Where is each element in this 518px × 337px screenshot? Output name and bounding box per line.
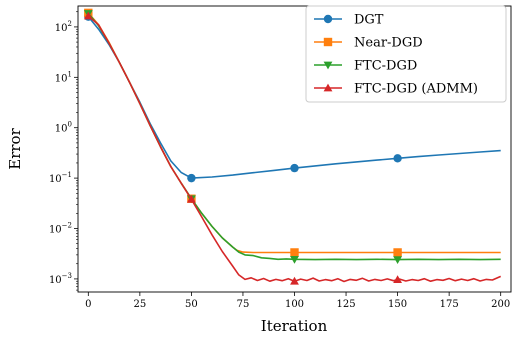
series-marker xyxy=(290,276,299,285)
x-tick-label: 150 xyxy=(388,299,407,310)
series-marker xyxy=(290,248,299,257)
x-axis-label: Iteration xyxy=(261,317,328,335)
y-tick-label: 100 xyxy=(55,121,72,135)
legend-entry: FTC-DGD (ADMM) xyxy=(314,82,478,97)
series-marker xyxy=(393,275,403,284)
legend-label: DGT xyxy=(354,13,384,28)
y-tick-label: 10−1 xyxy=(49,171,72,185)
series-marker xyxy=(323,61,333,70)
x-tick-label: 125 xyxy=(337,299,356,310)
legend-label: FTC-DGD xyxy=(354,59,417,74)
y-tick-label: 10−2 xyxy=(49,222,72,236)
series-marker xyxy=(393,248,402,257)
series-marker xyxy=(393,154,402,163)
legend-entry: Near-DGD xyxy=(314,36,423,51)
series-marker xyxy=(323,14,333,24)
legend-entry: FTC-DGD xyxy=(314,59,417,74)
x-tick-label: 0 xyxy=(85,299,91,310)
x-tick-label: 175 xyxy=(440,299,459,310)
series-marker xyxy=(323,37,333,47)
series-marker xyxy=(83,11,93,20)
legend-entry: DGT xyxy=(314,13,384,28)
series-marker xyxy=(323,83,333,92)
y-axis-label: Error xyxy=(6,127,24,169)
x-tick-label: 50 xyxy=(185,299,198,310)
legend: DGT Near-DGD FTC-DGD FTC-DGD (ADMM) xyxy=(305,5,507,103)
x-axis: 0 25 50 75 100 125 150 175 200 xyxy=(85,292,510,310)
series-marker xyxy=(393,256,403,264)
series-line xyxy=(87,15,502,283)
legend-label: FTC-DGD (ADMM) xyxy=(354,82,478,97)
series-layer xyxy=(83,8,502,285)
series-marker xyxy=(186,194,196,203)
y-axis: 10−3 10−2 10−1 100 101 102 xyxy=(49,11,78,291)
x-tick-label: 75 xyxy=(237,299,250,310)
x-tick-label: 25 xyxy=(133,299,146,310)
legend-frame xyxy=(305,5,507,103)
series-marker xyxy=(187,173,196,183)
x-tick-label: 100 xyxy=(285,299,304,310)
x-tick-label: 200 xyxy=(491,299,510,310)
series-marker xyxy=(290,163,299,173)
legend-label: Near-DGD xyxy=(354,36,423,51)
y-tick-label: 101 xyxy=(55,70,72,84)
y-tick-label: 10−3 xyxy=(49,272,72,286)
series-ftc-dgd-admm xyxy=(83,11,502,285)
y-tick-label: 102 xyxy=(55,20,72,34)
series-marker xyxy=(290,255,299,264)
